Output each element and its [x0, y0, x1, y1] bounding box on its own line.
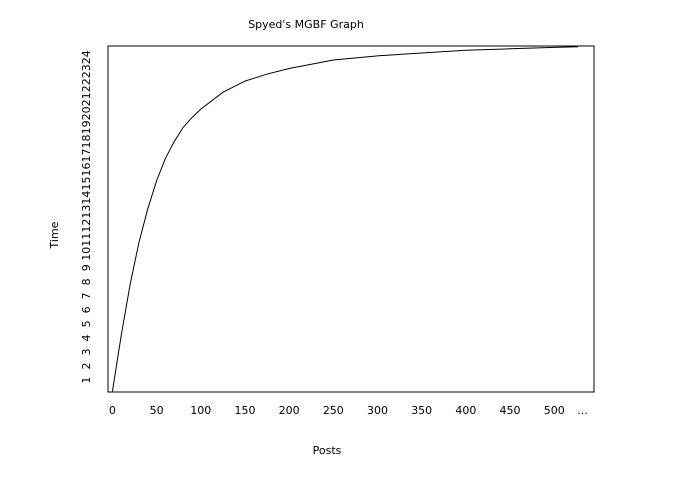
x-tick-label: 200 — [279, 404, 300, 417]
y-tick-label: 9 — [80, 264, 93, 271]
y-tick-label: 12 — [80, 219, 93, 233]
y-tick-label: 20 — [80, 106, 93, 120]
y-tick-label: 23 — [80, 64, 93, 78]
x-tick-label: 50 — [150, 404, 164, 417]
y-tick-label: 24 — [80, 50, 93, 64]
y-tick-label: 22 — [80, 78, 93, 92]
x-tick-label: 150 — [234, 404, 255, 417]
y-tick-label: 2 — [80, 363, 93, 370]
x-tick-label: 350 — [411, 404, 432, 417]
x-tick-label: 300 — [367, 404, 388, 417]
x-tick-label: 250 — [323, 404, 344, 417]
x-tick-label: 100 — [190, 404, 211, 417]
plot-frame — [107, 45, 595, 393]
y-tick-label: 16 — [80, 163, 93, 177]
y-tick-label: 10 — [80, 247, 93, 261]
line-series — [111, 46, 579, 392]
y-tick-label: 6 — [80, 306, 93, 313]
y-tick-label: 13 — [80, 205, 93, 219]
y-tick-label: 21 — [80, 92, 93, 106]
y-tick-label: 8 — [80, 278, 93, 285]
y-tick-label: 7 — [80, 292, 93, 299]
y-tick-label: 15 — [80, 177, 93, 191]
y-tick-label: 11 — [80, 233, 93, 247]
y-axis-label: Time — [48, 221, 61, 249]
y-tick-label: 19 — [80, 120, 93, 134]
y-tick-label: 1 — [80, 377, 93, 384]
x-tick-label: 500 — [544, 404, 565, 417]
x-tick-label: 400 — [455, 404, 476, 417]
y-tick-label: 5 — [80, 320, 93, 327]
y-tick-label: 17 — [80, 148, 93, 162]
y-tick-label: 14 — [80, 191, 93, 205]
x-tick-label: ... — [577, 404, 588, 417]
x-axis-label: Posts — [313, 444, 342, 457]
x-tick-label: 0 — [109, 404, 116, 417]
y-tick-label: 4 — [80, 334, 93, 341]
y-tick-label: 18 — [80, 134, 93, 148]
chart-title: Spyed's MGBF Graph — [248, 18, 364, 31]
x-tick-label: 450 — [500, 404, 521, 417]
y-tick-label: 3 — [80, 348, 93, 355]
